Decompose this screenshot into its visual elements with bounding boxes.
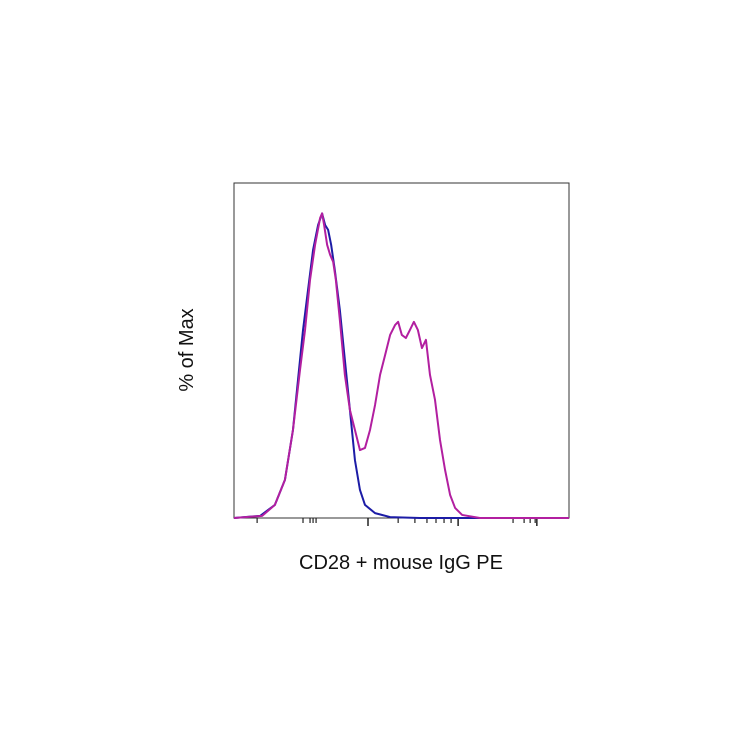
histogram-line: [233, 212, 569, 519]
x-axis-label: CD28 + mouse IgG PE: [299, 552, 503, 574]
y-axis-label: % of Max: [176, 308, 198, 391]
histogram-line: [233, 212, 569, 519]
plot-frame: [233, 182, 570, 519]
